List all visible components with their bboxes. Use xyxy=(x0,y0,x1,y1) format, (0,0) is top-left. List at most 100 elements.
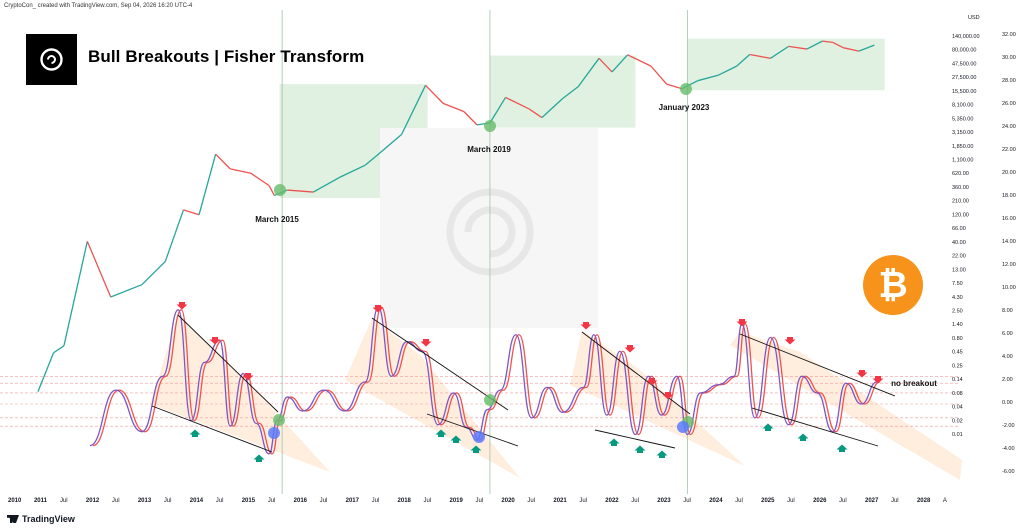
fisher-tick-label: 12.00 xyxy=(1002,262,1016,268)
price-tick-label: 120.00 xyxy=(952,212,969,218)
price-segment xyxy=(806,40,823,50)
price-tick-label: 40.00 xyxy=(952,240,966,246)
sell-arrow-icon xyxy=(372,305,384,313)
price-segment xyxy=(312,176,340,193)
price-segment xyxy=(37,352,55,392)
time-tick-label: 2019 xyxy=(449,498,463,504)
price-tick-label: 27,500.00 xyxy=(952,75,976,81)
price-segment xyxy=(843,47,859,52)
time-tick-label: Jul xyxy=(268,498,276,504)
trendline-5 xyxy=(581,331,691,415)
price-segment xyxy=(287,189,314,193)
time-tick-label: Jul xyxy=(424,498,432,504)
tradingview-brand[interactable]: TradingView xyxy=(7,514,75,524)
fisher-tick-label: 30.00 xyxy=(1002,55,1016,61)
price-segment xyxy=(788,45,807,50)
chart-credit: CryptoCon_ created with TradingView.com,… xyxy=(4,3,193,9)
sell-arrow-icon xyxy=(646,378,658,386)
price-tick-label: 140,000.00 xyxy=(952,34,980,40)
tradingview-logo-icon xyxy=(7,515,19,523)
time-tick-label: 2015 xyxy=(242,498,256,504)
bottom-circle-2 xyxy=(473,431,485,443)
breakout-circle-2 xyxy=(484,120,496,132)
price-tick-label: 0.80 xyxy=(952,336,963,342)
price-segment xyxy=(505,96,530,110)
price-segment xyxy=(364,156,377,166)
time-tick-label: 2027 xyxy=(865,498,879,504)
price-segment xyxy=(268,185,275,196)
price-segment xyxy=(250,172,270,187)
time-tick-label: 2017 xyxy=(346,498,360,504)
buy-arrow-icon xyxy=(762,423,774,431)
time-tick-label: 2022 xyxy=(605,498,619,504)
price-tick-label: 0.02 xyxy=(952,418,963,424)
price-segment xyxy=(215,153,231,170)
price-segment xyxy=(822,40,833,44)
price-tick-label: 4.30 xyxy=(952,295,963,301)
price-segment xyxy=(164,209,185,262)
price-segment xyxy=(442,102,465,113)
price-series xyxy=(37,40,875,392)
fisher-tick-label: 4.00 xyxy=(1002,354,1013,360)
price-segment xyxy=(230,168,252,174)
price-segment xyxy=(611,54,629,73)
price-tick-label: 360.00 xyxy=(952,185,969,191)
fisher-tick-label: 18.00 xyxy=(1002,193,1016,199)
annotation-2: March 2019 xyxy=(467,145,511,154)
bottom-circle-3 xyxy=(677,421,689,433)
buy-arrow-icon xyxy=(253,454,265,462)
time-tick-label: 2021 xyxy=(553,498,567,504)
time-tick-label: Jul xyxy=(579,498,587,504)
price-segment xyxy=(577,57,600,88)
time-tick-label: Jul xyxy=(216,498,224,504)
sell-arrow-icon xyxy=(209,337,221,345)
time-tick-label: Jul xyxy=(164,498,172,504)
time-tick-label: Jul xyxy=(112,498,120,504)
annotations: March 2015 March 2019 January 2023 no break… xyxy=(255,103,937,388)
time-tick-label: Jul xyxy=(735,498,743,504)
time-tick-label: 2018 xyxy=(398,498,412,504)
fisher-tick-label: 24.00 xyxy=(1002,124,1016,130)
time-tick-label: Jul xyxy=(839,498,847,504)
fisher-tick-label: 6.00 xyxy=(1002,331,1013,337)
price-segment xyxy=(86,241,112,298)
time-tick-label: 2026 xyxy=(813,498,827,504)
time-tick-label: 2011 xyxy=(34,498,48,504)
price-segment xyxy=(110,284,143,298)
fisher-tick-label: 10.00 xyxy=(1002,285,1016,291)
breakout-circle-1 xyxy=(274,184,286,196)
breakout-circle-4 xyxy=(273,414,285,426)
price-tick-label: 7.50 xyxy=(952,281,963,287)
price-tick-label: 0.08 xyxy=(952,391,963,397)
time-tick-label: 2025 xyxy=(761,498,775,504)
price-segment xyxy=(425,84,444,104)
trendline-3 xyxy=(371,317,509,411)
buy-arrow-icon xyxy=(608,438,620,446)
fisher-tick-label: -4.00 xyxy=(1002,446,1015,452)
price-tick-label: 47,500.00 xyxy=(952,61,976,67)
time-tick-label: 2012 xyxy=(86,498,100,504)
fisher-axis: 32.00 30.00 28.00 26.00 24.00 22.00 20.00 18.00… xyxy=(1002,32,1016,475)
price-tick-label: 0.25 xyxy=(952,363,963,369)
fisher-tick-label: -6.00 xyxy=(1002,469,1015,475)
time-tick-label: A xyxy=(943,498,947,504)
price-segment xyxy=(528,108,543,119)
price-segment xyxy=(489,97,507,124)
breakout-circle-3 xyxy=(680,83,692,95)
trendline-7 xyxy=(739,333,896,397)
time-tick-label: Jul xyxy=(372,498,380,504)
time-tick-label: 2028 xyxy=(917,498,931,504)
price-segment xyxy=(736,53,751,67)
breakout-zone-2 xyxy=(489,55,636,128)
time-tick-label: 2016 xyxy=(294,498,308,504)
trendline-6 xyxy=(594,429,676,449)
price-tick-label: 620.00 xyxy=(952,171,969,177)
bottom-circle-1 xyxy=(268,427,280,439)
fisher-tick-label: 0.00 xyxy=(1002,400,1013,406)
price-tick-label: 2.50 xyxy=(952,308,963,314)
price-tick-label: 0.01 xyxy=(952,432,963,438)
time-tick-label: 2013 xyxy=(138,498,152,504)
breakout-circles xyxy=(268,83,694,443)
time-tick-label: Jul xyxy=(60,498,68,504)
trendline-8 xyxy=(751,407,879,447)
